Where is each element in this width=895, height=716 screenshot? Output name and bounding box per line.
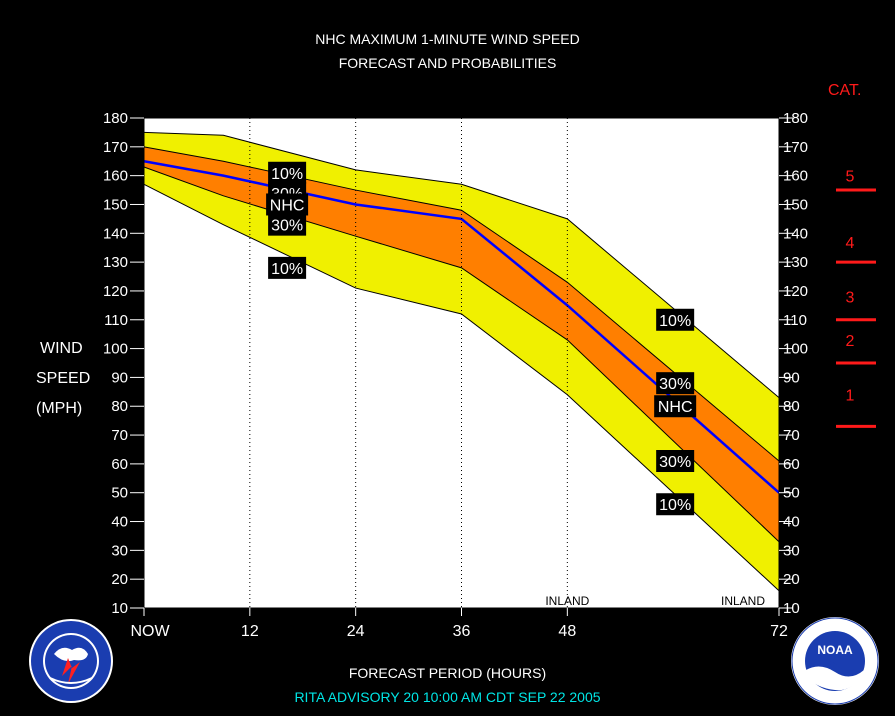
y-tick-label-left: 170 xyxy=(103,139,128,156)
y-tick-label-right: 20 xyxy=(783,571,800,588)
advisory-line: RITA ADVISORY 20 10:00 AM CDT SEP 22 200… xyxy=(294,689,601,705)
inland-marker-label: INLAND xyxy=(545,594,589,608)
y-tick-label-right: 40 xyxy=(783,514,800,531)
y-tick-label-left: 30 xyxy=(111,542,128,559)
y-tick-label-left: 50 xyxy=(111,485,128,502)
series-line-upper-10 xyxy=(143,131,780,398)
y-tick-label-right: 150 xyxy=(783,196,808,213)
chart-title: NHC MAXIMUM 1-MINUTE WIND SPEED xyxy=(315,31,580,47)
y-tick-label-right: 60 xyxy=(783,456,800,473)
band-label: 10% xyxy=(271,166,303,183)
y-tick-label-left: 80 xyxy=(111,398,128,415)
band-30-percent xyxy=(144,146,779,542)
x-tick-label: 24 xyxy=(347,623,365,640)
y-tick-label-left: 150 xyxy=(103,196,128,213)
x-axis-label: FORECAST PERIOD (HOURS) xyxy=(348,665,547,681)
y-axis-label-line1: WIND xyxy=(40,340,83,357)
y-axis-label-line3: (MPH) xyxy=(36,400,83,417)
y-tick-label-left: 10 xyxy=(111,600,128,617)
category-label: 1 xyxy=(846,388,855,405)
y-tick-label-right: 10 xyxy=(783,600,800,617)
y-tick-label-right: 110 xyxy=(783,312,807,329)
category-label: 3 xyxy=(846,290,855,307)
y-tick-label-right: 120 xyxy=(783,283,808,300)
x-tick-label: NOW xyxy=(130,623,170,640)
category-label: 5 xyxy=(846,169,855,186)
y-tick-label-left: 70 xyxy=(111,427,128,444)
y-tick-label-left: 120 xyxy=(103,283,128,300)
band-label-box xyxy=(656,450,695,472)
band-label: 30% xyxy=(659,376,691,393)
y-tick-label-left: 60 xyxy=(111,456,128,473)
y-tick-label-right: 100 xyxy=(783,341,808,358)
y-tick-label-right: 160 xyxy=(783,168,808,185)
nws-logo-icon xyxy=(29,619,113,703)
band-label: 10% xyxy=(271,261,303,278)
x-tick-label: 12 xyxy=(241,623,259,640)
y-tick-label-left: 100 xyxy=(103,341,128,358)
band-10-percent xyxy=(144,132,779,591)
band-label-box xyxy=(656,372,695,395)
y-tick-label-left: 20 xyxy=(111,571,128,588)
x-tick-label: 48 xyxy=(558,623,576,640)
band-label-box xyxy=(268,213,307,236)
series-line-lower-30 xyxy=(143,166,780,543)
y-tick-label-right: 80 xyxy=(783,398,800,415)
y-tick-label-right: 50 xyxy=(783,485,800,502)
band-label-box xyxy=(268,161,307,184)
y-tick-label-left: 90 xyxy=(111,369,128,386)
band-label: NHC xyxy=(658,399,693,416)
x-tick-label: 72 xyxy=(770,623,788,640)
series-line-upper-30 xyxy=(143,146,780,462)
band-label-box xyxy=(656,308,695,331)
y-tick-label-right: 140 xyxy=(783,225,808,242)
y-tick-label-right: 130 xyxy=(783,254,808,271)
y-axis-label-line2: SPEED xyxy=(36,370,91,387)
y-tick-label-left: 110 xyxy=(104,312,128,329)
y-tick-label-left: 130 xyxy=(103,254,128,271)
category-label: 4 xyxy=(846,235,855,252)
series-line-nhc xyxy=(143,160,780,494)
band-label: 30% xyxy=(271,218,303,235)
y-tick-label-left: 40 xyxy=(111,514,128,531)
y-tick-label-right: 90 xyxy=(783,369,800,386)
chart-subtitle: FORECAST AND PROBABILITIES xyxy=(338,55,557,71)
category-label: 2 xyxy=(846,333,855,350)
inland-marker-label: INLAND xyxy=(721,594,765,608)
noaa-logo-text: NOAA xyxy=(817,643,853,657)
y-tick-label-left: 160 xyxy=(103,168,128,185)
noaa-logo-icon: NOAA xyxy=(791,617,879,705)
band-label: 30% xyxy=(659,454,691,471)
y-tick-label-right: 30 xyxy=(783,542,800,559)
y-tick-label-left: 140 xyxy=(103,225,128,242)
band-label: 10% xyxy=(659,497,691,514)
x-tick-label: 36 xyxy=(453,623,471,640)
band-label: NHC xyxy=(270,197,305,214)
y-tick-label-right: 180 xyxy=(783,110,808,127)
band-label-box xyxy=(266,193,309,216)
band-label-box xyxy=(268,256,307,279)
band-label-box xyxy=(656,493,695,516)
category-header: CAT. xyxy=(828,82,862,99)
band-label: 10% xyxy=(659,313,691,330)
y-tick-label-right: 70 xyxy=(783,427,800,444)
band-label-box xyxy=(654,395,697,418)
y-tick-label-right: 170 xyxy=(783,139,808,156)
series-line-lower-10 xyxy=(143,183,780,592)
y-tick-label-left: 180 xyxy=(103,110,128,127)
